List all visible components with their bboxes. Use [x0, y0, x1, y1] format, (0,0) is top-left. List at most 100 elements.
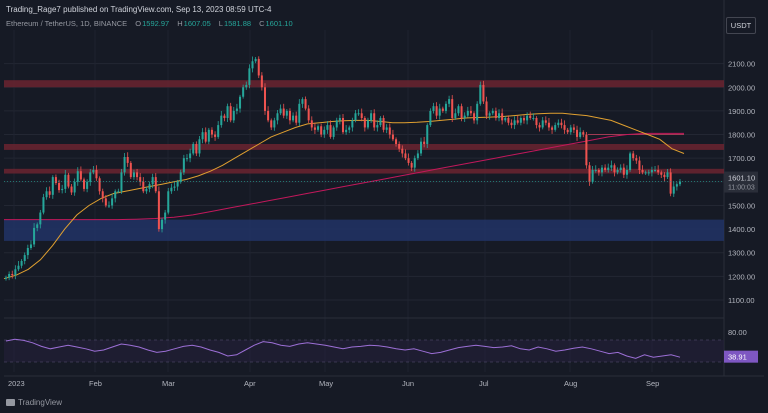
candle-body — [220, 115, 223, 126]
candle-body — [217, 125, 220, 137]
candle-body — [192, 144, 195, 154]
candle-body — [98, 178, 101, 192]
candle-body — [551, 127, 554, 130]
candle-body — [45, 191, 48, 198]
candle-body — [179, 172, 182, 182]
time-tick-label: Jun — [402, 379, 414, 388]
rsi-band — [4, 340, 724, 362]
candle-body — [635, 158, 638, 161]
candle-body — [139, 177, 142, 182]
candle-body — [273, 120, 276, 128]
candle-body — [604, 167, 607, 170]
candle-body — [232, 110, 235, 121]
candle-body — [678, 181, 682, 185]
candle-body — [61, 188, 64, 191]
candle-body — [485, 101, 488, 116]
candle-body — [8, 274, 11, 278]
candle-body — [426, 125, 429, 144]
candle-body — [86, 181, 89, 189]
candle-body — [507, 118, 510, 123]
candle-body — [382, 118, 385, 130]
candle-body — [669, 172, 672, 194]
currency-badge[interactable]: USDT — [726, 17, 756, 34]
price-tick-label: 1500.00 — [728, 201, 755, 210]
candle-body — [79, 171, 82, 180]
candle-body — [310, 120, 313, 128]
candle-body — [117, 191, 120, 193]
support-zone — [4, 219, 724, 241]
candle-body — [647, 172, 650, 174]
candle-body — [239, 96, 242, 109]
candle-body — [513, 120, 516, 126]
candle-body — [666, 172, 669, 178]
brand-label: TradingView — [18, 398, 63, 407]
candle-body — [675, 184, 678, 187]
candle-body — [657, 170, 660, 173]
candle-body — [267, 110, 270, 121]
time-tick-label: Jul — [479, 379, 489, 388]
candle-body — [288, 110, 291, 121]
candle-body — [407, 158, 410, 163]
candle-body — [51, 177, 54, 195]
candle-body — [529, 115, 532, 118]
candle-body — [348, 127, 351, 130]
candle-body — [326, 125, 329, 130]
candle-body — [444, 103, 447, 111]
candle-body — [214, 134, 217, 137]
candle-body — [111, 198, 114, 206]
candle-body — [36, 224, 39, 228]
rsi-value-label: 38.91 — [728, 353, 747, 362]
candle-body — [451, 99, 454, 118]
candle-body — [632, 153, 635, 159]
ohlc-item-c: C1601.10 — [259, 19, 293, 28]
candle-body — [373, 113, 376, 128]
time-tick-label: Sep — [646, 379, 659, 388]
candle-body — [263, 87, 267, 111]
candle-body — [48, 191, 51, 195]
candle-body — [576, 129, 579, 137]
candle-body — [161, 219, 164, 230]
candle-body — [338, 118, 341, 121]
candle-body — [92, 170, 95, 173]
candle-body — [82, 179, 86, 189]
candle-body — [429, 110, 432, 126]
candle-body — [142, 181, 145, 192]
candle-body — [600, 167, 604, 173]
candle-body — [547, 122, 550, 128]
candle-body — [20, 261, 23, 266]
candle-body — [317, 126, 320, 130]
candle-body — [388, 127, 391, 135]
rsi-value-box — [724, 350, 758, 363]
candle-body — [498, 113, 501, 118]
time-tick-label: Aug — [564, 379, 577, 388]
candle-body — [64, 174, 67, 189]
candle-body — [557, 122, 560, 126]
candle-body — [89, 172, 92, 182]
time-tick-label: Apr — [244, 379, 256, 388]
candle-body — [332, 127, 335, 137]
ohlc-values: O1592.97 H1607.05 L1581.88 C1601.10 — [135, 19, 300, 28]
candle-body — [569, 127, 572, 133]
candle-body — [416, 153, 419, 159]
candle-body — [4, 277, 8, 279]
candle-body — [544, 120, 547, 123]
candle-body — [126, 157, 129, 163]
candle-body — [479, 84, 482, 104]
candle-body — [176, 181, 179, 187]
tradingview-logo-icon — [6, 399, 15, 407]
candle-body — [360, 113, 363, 118]
ohlc-item-l: L1581.88 — [218, 19, 252, 28]
candle-body — [448, 99, 451, 104]
candle-body — [476, 103, 479, 121]
candle-body — [76, 171, 79, 182]
time-tick-label: May — [319, 379, 333, 388]
candle-body — [597, 170, 600, 173]
ma200-line — [4, 132, 684, 221]
candle-body — [260, 75, 263, 88]
resistance-zone — [4, 80, 724, 88]
candle-body — [554, 125, 557, 130]
ohlc-item-o: O1592.97 — [135, 19, 170, 28]
price-tick-label: 1200.00 — [728, 272, 755, 281]
candle-body — [298, 103, 301, 123]
